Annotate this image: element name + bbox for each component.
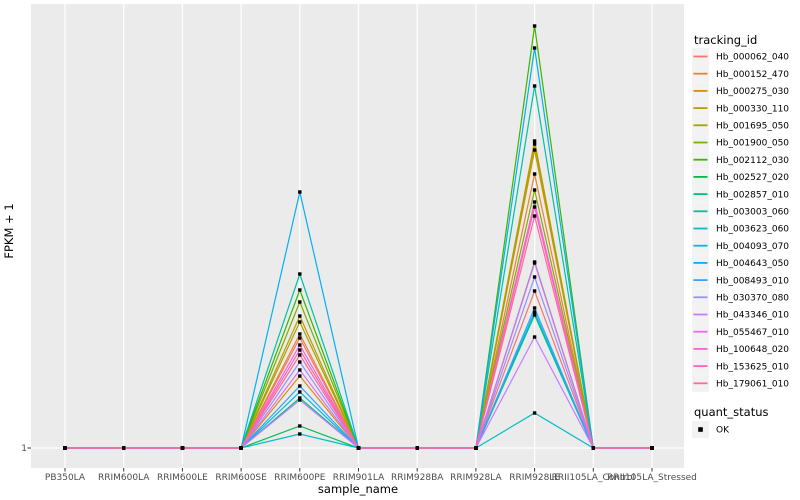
data-point	[532, 261, 537, 265]
x-tick-label: RRII105LA_Stressed	[607, 473, 697, 483]
data-point	[532, 200, 537, 204]
data-point	[532, 142, 537, 146]
x-tick-label: PB350LA	[45, 473, 86, 483]
data-point	[415, 446, 419, 450]
data-point	[532, 205, 537, 209]
y-tick-label: 1	[21, 444, 27, 454]
legend-label: Hb_001695_050	[716, 122, 789, 132]
legend-label: Hb_043346_010	[716, 311, 789, 321]
data-point	[298, 384, 302, 388]
x-tick-label: RRIM600PE	[274, 473, 326, 483]
data-point	[298, 314, 302, 318]
data-point	[532, 313, 537, 317]
data-point	[474, 446, 478, 450]
data-point	[356, 446, 361, 450]
data-point	[532, 275, 537, 279]
data-point	[532, 46, 537, 50]
legend-label: Hb_000152_470	[716, 70, 789, 80]
quant-legend-label: OK	[716, 426, 730, 436]
data-point	[122, 446, 126, 450]
legend-label: Hb_055467_010	[716, 328, 789, 338]
data-point	[532, 306, 537, 310]
x-tick-label: RRIM928BA	[391, 473, 444, 483]
legend-label: Hb_000275_030	[716, 87, 789, 97]
legend-label: Hb_100648_020	[716, 345, 789, 355]
legend-label: Hb_179061_010	[716, 380, 789, 390]
data-point	[532, 310, 537, 314]
legend-label: Hb_002857_010	[716, 190, 789, 200]
legend-label: Hb_153625_010	[716, 362, 789, 372]
x-tick-label: RRIM600LA	[98, 473, 150, 483]
legend-label: Hb_004093_070	[716, 242, 789, 252]
data-point	[532, 139, 537, 143]
x-axis-title: sample_name	[318, 482, 398, 496]
y-axis-title: FPKM + 1	[2, 203, 16, 258]
data-point	[298, 300, 302, 304]
data-point	[239, 446, 243, 450]
data-point	[298, 190, 302, 194]
data-point	[532, 172, 537, 176]
data-point	[298, 336, 302, 340]
x-tick-label: RRIM901LA	[333, 473, 385, 483]
legend-label: Hb_004643_050	[716, 259, 789, 269]
x-tick-label: RRII105LA_Control	[552, 473, 635, 483]
data-point	[532, 84, 537, 88]
legend-label: Hb_030370_080	[716, 294, 789, 304]
x-tick-label: RRIM600LE	[157, 473, 208, 483]
data-point	[298, 398, 302, 402]
data-point	[298, 390, 302, 394]
legend-label: Hb_001900_050	[716, 139, 789, 149]
data-point	[298, 353, 302, 357]
x-tick-label: RRIM928LE	[509, 473, 560, 483]
data-point	[298, 288, 302, 292]
data-point	[532, 148, 537, 152]
legend-label: Hb_002527_020	[716, 173, 789, 183]
data-point	[298, 348, 302, 352]
legend-label: Hb_000062_040	[716, 53, 789, 63]
quant-ok-square-icon	[698, 427, 703, 432]
x-tick-label: RRIM928LA	[450, 473, 502, 483]
data-point	[532, 188, 537, 192]
data-point	[532, 214, 537, 218]
data-point	[532, 335, 537, 339]
data-point	[532, 24, 537, 28]
legend-title-quant-status: quant_status	[694, 405, 769, 419]
x-tick-label: RRIM600SE	[215, 473, 267, 483]
data-point	[298, 396, 302, 400]
data-point	[298, 360, 302, 364]
legend-label: Hb_003003_060	[716, 208, 789, 218]
data-point	[650, 446, 654, 450]
data-point	[532, 411, 537, 415]
data-point	[180, 446, 185, 450]
data-point	[298, 343, 302, 347]
data-point	[298, 368, 302, 372]
data-point	[298, 320, 302, 324]
legend-label: Hb_000330_110	[716, 104, 789, 114]
data-point	[298, 432, 302, 436]
legend-title-tracking-id: tracking_id	[694, 33, 757, 47]
data-point	[298, 332, 302, 336]
data-point	[298, 424, 302, 428]
data-point	[298, 272, 302, 276]
data-point	[63, 446, 67, 450]
data-point	[591, 446, 595, 450]
data-point	[298, 374, 302, 378]
legend-label: Hb_008493_010	[716, 276, 789, 286]
data-point	[532, 289, 537, 293]
legend-label: Hb_002112_030	[716, 156, 789, 166]
legend-label: Hb_003623_060	[716, 225, 789, 235]
